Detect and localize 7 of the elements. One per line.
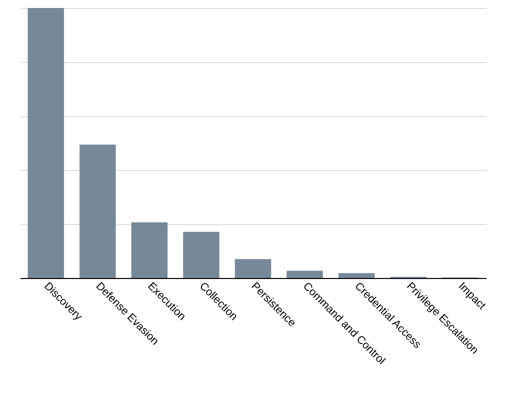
bar bbox=[80, 144, 116, 278]
bar bbox=[234, 259, 272, 278]
bar bbox=[183, 232, 220, 278]
bar bbox=[131, 222, 168, 278]
bar bbox=[286, 270, 323, 278]
bar bbox=[338, 273, 375, 278]
bar bbox=[28, 8, 64, 278]
